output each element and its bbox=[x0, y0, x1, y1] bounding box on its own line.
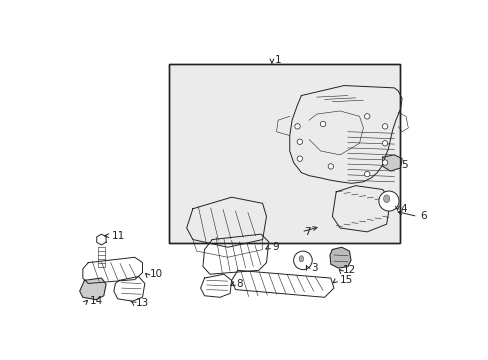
Circle shape bbox=[382, 160, 387, 165]
Text: 14: 14 bbox=[90, 296, 103, 306]
Ellipse shape bbox=[299, 256, 303, 262]
Circle shape bbox=[297, 139, 302, 144]
Text: 8: 8 bbox=[236, 279, 243, 289]
Circle shape bbox=[320, 121, 325, 127]
Text: 1: 1 bbox=[274, 55, 281, 65]
Circle shape bbox=[382, 124, 387, 129]
Circle shape bbox=[293, 251, 311, 270]
Polygon shape bbox=[382, 155, 401, 171]
Circle shape bbox=[327, 164, 333, 169]
Text: 12: 12 bbox=[343, 265, 356, 275]
Polygon shape bbox=[329, 247, 350, 268]
Ellipse shape bbox=[383, 195, 389, 203]
Text: 10: 10 bbox=[149, 269, 163, 279]
Text: 6: 6 bbox=[420, 211, 427, 221]
Text: 3: 3 bbox=[310, 263, 317, 273]
Circle shape bbox=[364, 114, 369, 119]
Bar bbox=[169, 64, 400, 243]
Text: 15: 15 bbox=[339, 275, 352, 285]
Circle shape bbox=[378, 191, 398, 211]
Text: 5: 5 bbox=[401, 160, 407, 170]
Polygon shape bbox=[80, 278, 106, 300]
Text: 4: 4 bbox=[400, 204, 407, 214]
Text: 11: 11 bbox=[112, 231, 125, 241]
Circle shape bbox=[297, 156, 302, 161]
Circle shape bbox=[382, 141, 387, 146]
Text: 7: 7 bbox=[304, 227, 310, 237]
Text: 13: 13 bbox=[136, 298, 149, 308]
Bar bbox=[169, 64, 400, 243]
Circle shape bbox=[294, 124, 300, 129]
Circle shape bbox=[364, 171, 369, 177]
Text: 9: 9 bbox=[271, 242, 278, 252]
